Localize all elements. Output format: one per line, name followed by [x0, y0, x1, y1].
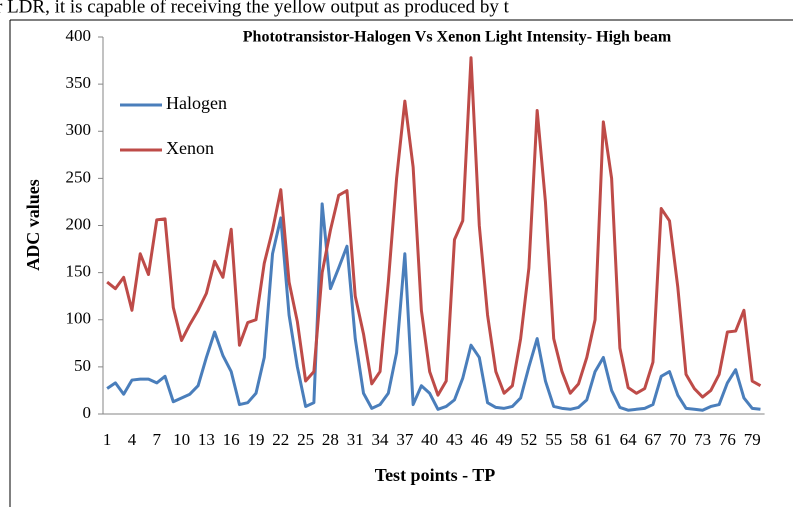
x-tick-label: 19	[247, 430, 264, 449]
x-tick-label: 76	[719, 430, 736, 449]
series-line	[106, 202, 761, 412]
x-tick-label: 58	[570, 430, 587, 449]
x-tick-label: 43	[446, 430, 463, 449]
y-tick-label: 300	[66, 120, 92, 139]
x-tick-label: 70	[669, 430, 686, 449]
x-tick-label: 37	[396, 430, 414, 449]
x-tick-label: 46	[471, 430, 488, 449]
y-axis-label: ADC values	[23, 179, 43, 271]
x-tick-label: 64	[620, 430, 638, 449]
x-tick-label: 4	[128, 430, 137, 449]
y-tick-label: 50	[74, 356, 91, 375]
legend-label: Halogen	[166, 93, 227, 113]
x-tick-label: 1	[103, 430, 112, 449]
x-tick-label: 10	[173, 430, 190, 449]
y-tick-label: 200	[66, 214, 92, 233]
x-tick-label: 22	[272, 430, 289, 449]
x-tick-label: 28	[322, 430, 339, 449]
y-tick-label: 250	[66, 167, 92, 186]
x-tick-label: 16	[223, 430, 240, 449]
chart-title: Phototransistor-Halogen Vs Xenon Light I…	[243, 29, 672, 46]
y-tick-label: 100	[66, 309, 92, 328]
x-tick-label: 34	[372, 430, 390, 449]
x-tick-label: 7	[153, 430, 162, 449]
x-tick-label: 61	[595, 430, 612, 449]
x-tick-label: 25	[297, 430, 314, 449]
x-tick-label: 79	[744, 430, 761, 449]
y-tick-label: 400	[66, 26, 92, 45]
y-tick-label: 350	[66, 73, 92, 92]
document-text: r LDR, it is capable of receiving the ye…	[0, 0, 510, 17]
y-tick-label: 0	[83, 403, 92, 422]
y-tick-label: 150	[66, 262, 92, 281]
x-tick-label: 31	[347, 430, 364, 449]
x-tick-label: 55	[545, 430, 562, 449]
x-tick-label: 67	[644, 430, 662, 449]
x-tick-label: 73	[694, 430, 711, 449]
x-tick-label: 49	[496, 430, 513, 449]
x-tick-label: 40	[421, 430, 438, 449]
x-tick-label: 13	[198, 430, 215, 449]
series-line	[106, 56, 762, 399]
legend-label: Xenon	[166, 138, 214, 158]
x-axis-label: Test points - TP	[375, 465, 496, 485]
x-tick-label: 52	[520, 430, 537, 449]
